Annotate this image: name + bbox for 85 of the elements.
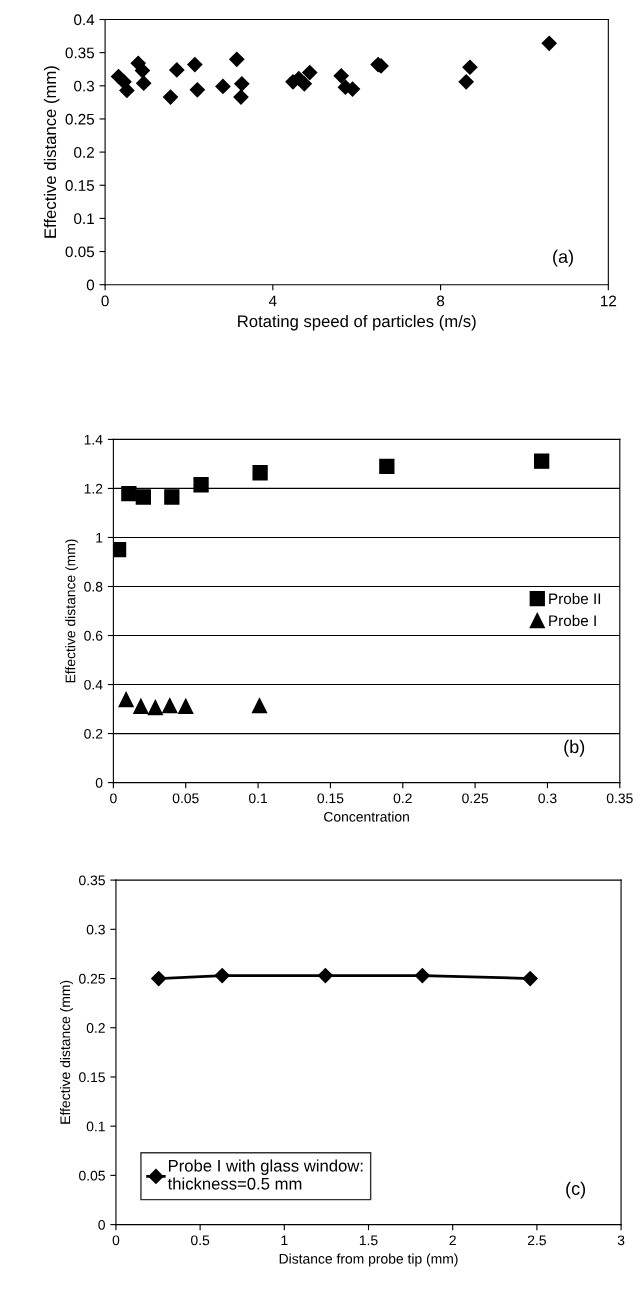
point	[251, 697, 268, 714]
y-tick-label: 0.15	[65, 180, 95, 191]
x-tick-label: 0.15	[317, 793, 344, 804]
y-tick-label: 0.1	[86, 1121, 105, 1132]
y-tick-label: 0.8	[84, 581, 103, 592]
point	[118, 691, 134, 708]
x-tick-label: 1.5	[359, 1235, 378, 1246]
y-tick-label: 1.4	[84, 434, 103, 445]
x-tick-label: 0.2	[393, 793, 412, 804]
legend-label: Probe II	[549, 592, 601, 605]
y-tick-label: 1.2	[84, 483, 103, 494]
x-tick-label: 0.25	[462, 793, 489, 804]
x-tick-label: 12	[601, 295, 617, 307]
point	[178, 698, 194, 715]
x-tick-label: 3	[617, 1235, 625, 1246]
x-tick-label: 0.1	[248, 793, 268, 804]
x-axis-title: Rotating speed of particles (m/s)	[238, 314, 476, 331]
x-tick-label: 0.5	[191, 1235, 210, 1246]
x-tick-label: 8	[437, 295, 445, 307]
x-tick-label: 2	[449, 1235, 456, 1246]
y-tick-label: 0.05	[79, 1170, 105, 1181]
point	[133, 698, 149, 715]
point	[462, 59, 478, 75]
y-tick-label: 1	[96, 532, 103, 543]
point	[121, 485, 137, 502]
point	[164, 489, 180, 505]
y-tick-label: 0.2	[84, 728, 103, 739]
y-tick-label: 0.2	[74, 146, 94, 158]
annotation: (c)	[566, 1181, 586, 1199]
y-tick-label: 0	[95, 777, 103, 788]
point	[136, 75, 152, 91]
point	[113, 542, 127, 558]
x-tick-label: 0	[110, 793, 117, 804]
point	[302, 64, 318, 81]
y-tick-label: 0.4	[74, 14, 95, 26]
y-tick-label: 0.4	[84, 679, 103, 690]
point	[119, 82, 135, 99]
point	[169, 62, 185, 78]
point	[193, 477, 209, 493]
legend-label: Probe I with glass window: thickness=0.5 mm	[167, 1159, 363, 1190]
point	[233, 89, 249, 105]
y-tick-label: 0.2	[86, 1023, 105, 1033]
annotation: (a)	[553, 249, 573, 267]
point	[234, 76, 250, 92]
y-tick-label: 0	[86, 279, 95, 291]
point	[333, 68, 349, 84]
point	[162, 89, 179, 105]
x-axis-title: Distance from probe tip (mm)	[279, 1253, 458, 1267]
point	[534, 453, 550, 469]
point	[162, 697, 178, 714]
x-axis-title: Concentration	[324, 811, 409, 822]
legend-label: Probe I	[549, 614, 596, 627]
point	[147, 699, 163, 716]
y-tick-label: 0.1	[74, 213, 94, 225]
x-tick-label: 2.5	[527, 1235, 546, 1246]
y-tick-label: 0.35	[79, 875, 105, 886]
y-tick-label: 0.3	[74, 80, 95, 92]
y-axis-title: Effective distance (mm)	[65, 539, 79, 683]
y-tick-label: 0.25	[65, 113, 95, 125]
x-tick-label: 0.3	[538, 793, 557, 804]
point	[458, 74, 474, 90]
x-tick-label: 0	[112, 1235, 120, 1246]
point	[215, 78, 231, 95]
point	[187, 57, 203, 73]
annotation: (b)	[564, 739, 585, 757]
y-tick-label: 0.6	[84, 630, 103, 641]
x-tick-label: 0.05	[172, 793, 199, 804]
y-tick-label: 0.3	[86, 924, 105, 935]
point	[229, 51, 245, 67]
point	[296, 76, 312, 92]
point	[135, 489, 151, 505]
point	[189, 82, 205, 98]
y-tick-label: 0.15	[79, 1072, 105, 1083]
y-tick-label: 0.05	[65, 246, 95, 258]
x-tick-label: 0.35	[606, 793, 633, 804]
x-tick-label: 4	[268, 295, 277, 307]
y-tick-label: 0.35	[65, 47, 95, 59]
y-axis-title: Effective distance (mm)	[59, 980, 73, 1124]
point	[541, 35, 557, 51]
x-tick-label: 1	[281, 1235, 288, 1246]
y-tick-label: 0.25	[79, 973, 105, 984]
point	[252, 465, 268, 481]
y-axis-title: Effective distance (mm)	[43, 66, 60, 238]
point	[379, 458, 395, 475]
y-tick-label: 0	[98, 1219, 105, 1230]
